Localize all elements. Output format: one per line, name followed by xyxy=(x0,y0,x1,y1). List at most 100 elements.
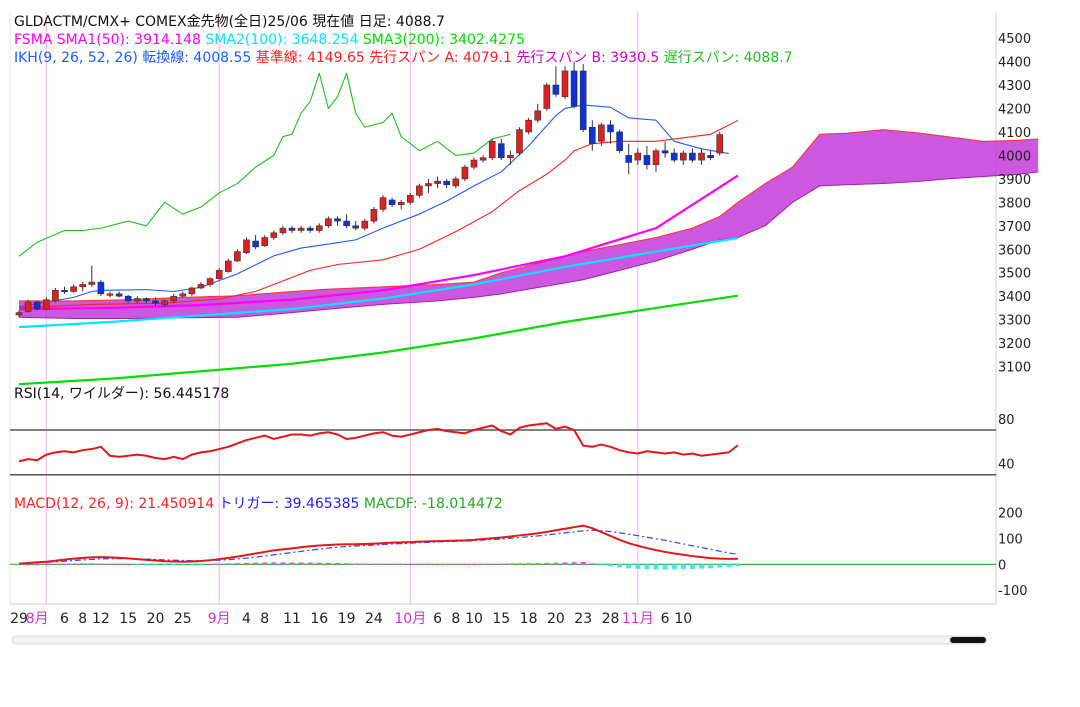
overlay-line-4 xyxy=(18,119,739,309)
macd-histogram-bar xyxy=(189,564,195,566)
price-tick-label: 4500 xyxy=(998,32,1031,47)
price-tick-label: 4000 xyxy=(998,149,1031,164)
candle-body xyxy=(115,293,123,297)
time-tick-label: 28 xyxy=(602,611,620,627)
macd-histogram-bar xyxy=(699,564,704,569)
macd-histogram-bar xyxy=(689,564,695,569)
candle-body xyxy=(388,199,396,205)
candle-body xyxy=(343,220,350,227)
candle-body xyxy=(452,178,460,187)
macd-histogram-bar xyxy=(198,564,204,566)
candle-body xyxy=(525,119,532,133)
candle-body xyxy=(416,185,423,196)
candle-body xyxy=(215,270,223,279)
time-tick-label: 12 xyxy=(92,611,110,627)
time-tick-label: 10月 xyxy=(394,611,426,627)
macd-histogram-bar xyxy=(671,564,677,570)
candle-body xyxy=(579,70,587,130)
macd-histogram-bar xyxy=(489,563,495,565)
candle-body xyxy=(588,126,596,144)
candle-body xyxy=(288,227,296,231)
macd-histogram-bar xyxy=(598,564,604,566)
candle-body xyxy=(261,237,269,247)
candle-body xyxy=(379,197,387,210)
rsi-title: RSI(14, ワイルダー): 56.445178 xyxy=(14,386,229,402)
price-tick-label: 4400 xyxy=(998,56,1031,71)
macd-tick-label: 200 xyxy=(998,507,1023,522)
time-tick-label: 11 xyxy=(283,611,301,627)
price-tick-label: 3700 xyxy=(998,220,1031,235)
macd-histogram-bar xyxy=(262,562,268,565)
macd-title: MACD(12, 26, 9): 21.450914 トリガー: 39.4653… xyxy=(14,496,503,512)
candle-body xyxy=(188,287,196,295)
macd-histogram-bar xyxy=(416,563,422,565)
overlay-line-5 xyxy=(18,72,511,257)
candle-body xyxy=(79,284,86,288)
candle-body xyxy=(143,298,150,302)
macd-histogram-bar xyxy=(626,564,632,569)
chart-title: GLDACTM/CMX+ COMEX金先物(全日)25/06 現在値 日足: 4… xyxy=(14,13,445,30)
time-tick-label: 24 xyxy=(365,611,383,627)
macd-histogram-bar xyxy=(635,564,641,569)
candle-body xyxy=(707,155,714,159)
candle-body xyxy=(279,227,287,234)
candle-body xyxy=(270,232,278,238)
candle-body xyxy=(689,152,696,161)
price-tick-label: 4200 xyxy=(998,102,1031,117)
candle-body xyxy=(470,159,478,168)
macd-title-part: MACDF: -18.014472 xyxy=(364,496,503,512)
macd-histogram-bar xyxy=(253,562,259,565)
candle-body xyxy=(425,183,432,187)
macd-histogram-bar xyxy=(435,563,441,565)
macd-histogram-bar xyxy=(507,563,513,565)
candle-body xyxy=(334,218,341,222)
time-tick-label: 10 xyxy=(674,611,692,627)
macd-histogram-bar xyxy=(71,563,77,565)
macd-histogram-bar xyxy=(280,562,286,565)
macd-histogram-bar xyxy=(708,564,714,569)
candle-body xyxy=(643,155,651,166)
macd-histogram-bar xyxy=(526,563,532,565)
price-tick-label: 3100 xyxy=(998,361,1031,376)
candle-body xyxy=(297,227,305,231)
macd-histogram-bar xyxy=(116,563,122,565)
time-tick-label: 11月 xyxy=(622,611,654,627)
time-tick-label: 15 xyxy=(119,611,137,627)
macd-histogram-bar xyxy=(80,563,86,565)
candle-body xyxy=(552,84,560,95)
candle-body xyxy=(70,286,77,292)
candle-body xyxy=(488,141,496,159)
candle-body xyxy=(534,110,542,121)
legend-entry: 基準線: 4149.65 xyxy=(256,49,370,66)
candle-body xyxy=(543,84,551,109)
macd-histogram-bar xyxy=(426,563,431,565)
time-tick-label: 6 xyxy=(661,611,670,627)
horizontal-scrollbar[interactable] xyxy=(11,635,987,645)
candle-body xyxy=(152,300,159,304)
candle-body xyxy=(561,70,569,98)
candle-body xyxy=(33,301,41,310)
macd-histogram-bar xyxy=(62,563,67,565)
macd-histogram-bar xyxy=(143,564,149,566)
overlay-line-0 xyxy=(18,174,739,311)
scrollbar-thumb[interactable] xyxy=(950,637,986,643)
macd-histogram-bar xyxy=(52,563,58,565)
candle-body xyxy=(670,152,678,161)
price-tick-label: 3300 xyxy=(998,314,1031,329)
candle-body xyxy=(61,290,68,293)
candle-body xyxy=(252,240,259,248)
macd-histogram-bar xyxy=(344,563,350,565)
ichimoku-cloud xyxy=(19,129,1039,319)
candle-body xyxy=(698,152,705,161)
candle-body xyxy=(234,251,241,262)
overlay-line-3 xyxy=(18,104,729,308)
time-tick-label: 19 xyxy=(338,611,356,627)
macd-histogram-bar xyxy=(43,564,49,566)
candle-body xyxy=(434,180,441,184)
macd-histogram-bar xyxy=(125,564,131,566)
macd-histogram-bar xyxy=(307,562,313,565)
candle-body xyxy=(598,124,605,142)
time-tick-label: 6 xyxy=(433,611,442,627)
